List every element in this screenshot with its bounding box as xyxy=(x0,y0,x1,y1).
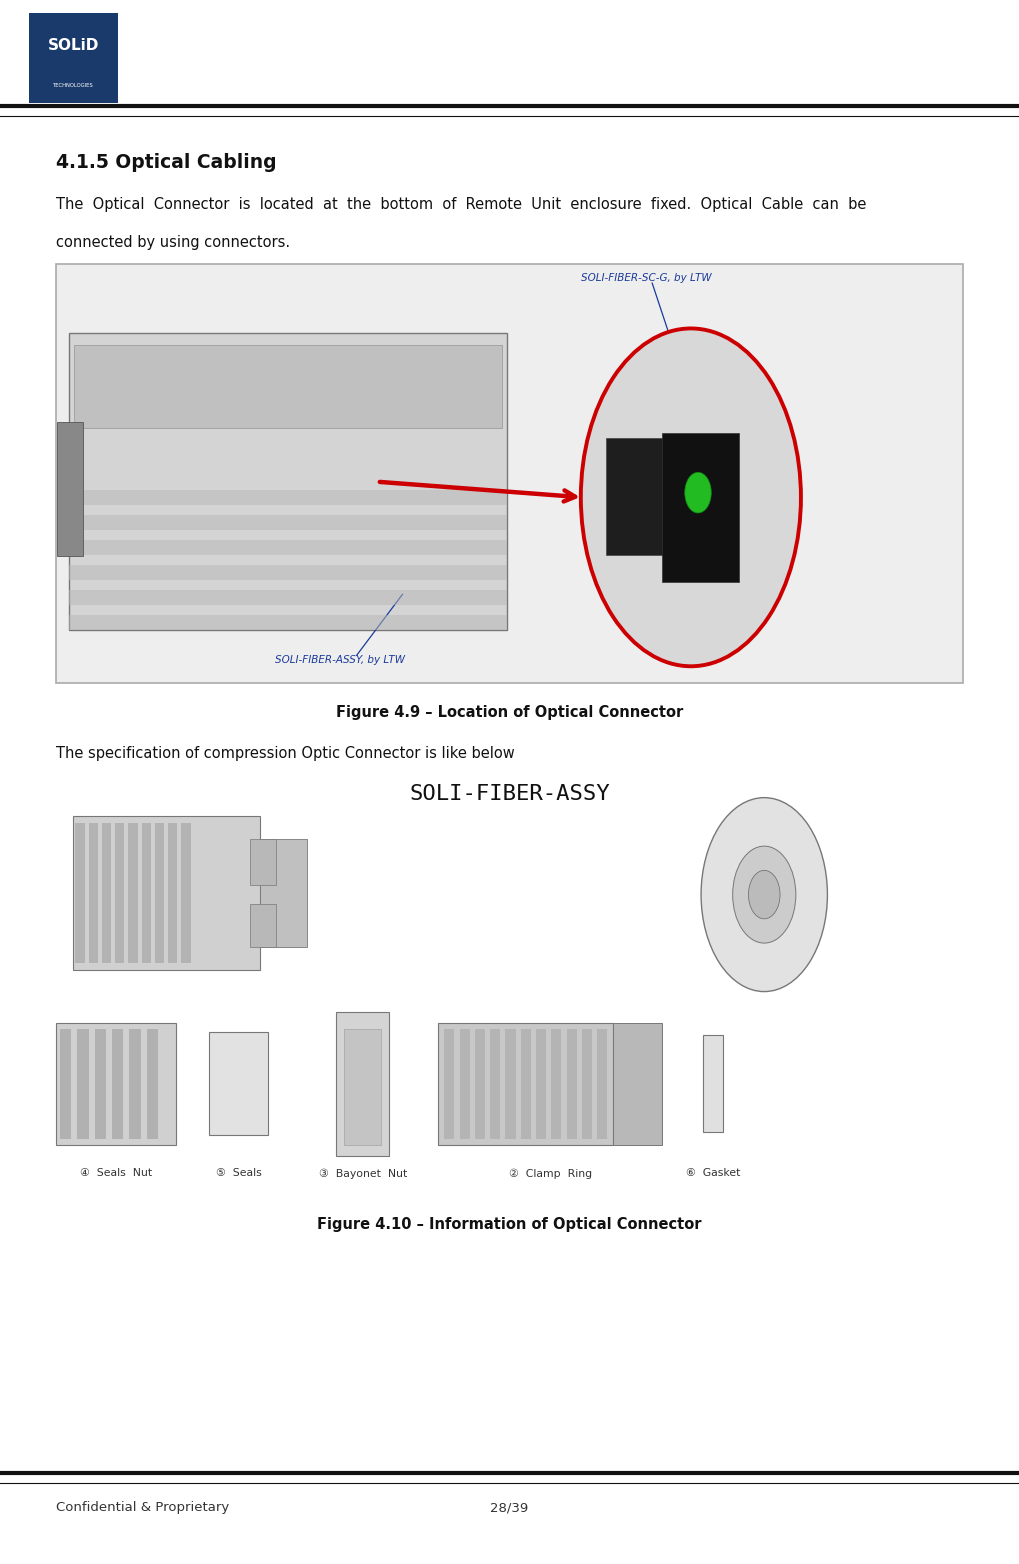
Bar xyxy=(250,840,276,885)
Bar xyxy=(168,823,177,963)
Bar xyxy=(69,490,507,505)
Bar xyxy=(77,1029,89,1139)
Bar xyxy=(75,823,85,963)
Bar xyxy=(69,515,507,530)
Bar xyxy=(521,1029,531,1139)
Bar xyxy=(95,1029,106,1139)
Bar xyxy=(29,13,118,103)
Bar xyxy=(536,1029,546,1139)
Text: 28/39: 28/39 xyxy=(490,1501,529,1514)
Bar xyxy=(551,1029,561,1139)
Bar xyxy=(129,1029,141,1139)
Bar xyxy=(69,615,507,630)
Bar xyxy=(662,433,739,582)
Bar xyxy=(60,1029,71,1139)
Bar xyxy=(490,1029,500,1139)
Bar xyxy=(128,823,138,963)
Bar xyxy=(89,823,98,963)
Text: connected by using connectors.: connected by using connectors. xyxy=(56,235,290,250)
Text: SOLI-FIBER-ASSY, by LTW: SOLI-FIBER-ASSY, by LTW xyxy=(275,655,406,665)
Bar xyxy=(613,1023,662,1145)
Bar xyxy=(250,904,276,946)
Bar xyxy=(155,823,164,963)
Bar xyxy=(74,346,502,429)
Text: Figure 4.9 – Location of Optical Connector: Figure 4.9 – Location of Optical Connect… xyxy=(336,705,683,721)
Text: Figure 4.10 – Information of Optical Connector: Figure 4.10 – Information of Optical Con… xyxy=(317,1217,702,1232)
Bar xyxy=(56,264,963,683)
Bar xyxy=(69,333,507,630)
Bar xyxy=(438,1023,613,1145)
Bar xyxy=(73,816,261,970)
Bar xyxy=(181,823,191,963)
Text: SOLI-FIBER-SC-G, by LTW: SOLI-FIBER-SC-G, by LTW xyxy=(581,274,711,283)
Circle shape xyxy=(581,328,801,666)
Text: ⑤  Seals: ⑤ Seals xyxy=(216,1168,261,1178)
Bar xyxy=(69,590,507,605)
Bar xyxy=(57,422,83,557)
Text: ⑥  Gasket: ⑥ Gasket xyxy=(686,1168,741,1178)
Text: TECHNOLOGIES: TECHNOLOGIES xyxy=(53,83,94,88)
Circle shape xyxy=(733,846,796,943)
Text: ③  Bayonet  Nut: ③ Bayonet Nut xyxy=(319,1168,407,1179)
Bar xyxy=(475,1029,485,1139)
Bar xyxy=(703,1035,723,1132)
Bar xyxy=(582,1029,592,1139)
Circle shape xyxy=(701,798,827,992)
Bar xyxy=(567,1029,577,1139)
Bar xyxy=(115,823,124,963)
Bar xyxy=(336,1012,389,1156)
Circle shape xyxy=(748,870,781,918)
Bar xyxy=(460,1029,470,1139)
Bar xyxy=(147,1029,158,1139)
Bar xyxy=(505,1029,516,1139)
Text: ④  Seals  Nut: ④ Seals Nut xyxy=(81,1168,152,1178)
Text: The  Optical  Connector  is  located  at  the  bottom  of  Remote  Unit  enclosu: The Optical Connector is located at the … xyxy=(56,197,866,213)
Bar xyxy=(69,565,507,580)
Bar xyxy=(69,540,507,555)
Bar xyxy=(344,1029,381,1145)
Bar xyxy=(112,1029,123,1139)
Bar xyxy=(102,823,111,963)
Bar xyxy=(444,1029,454,1139)
Text: SOLI-FIBER-ASSY: SOLI-FIBER-ASSY xyxy=(410,784,609,804)
Bar xyxy=(597,1029,607,1139)
Bar xyxy=(56,1023,176,1145)
Text: ②  Clamp  Ring: ② Clamp Ring xyxy=(508,1168,592,1179)
Text: 4.1.5 Optical Cabling: 4.1.5 Optical Cabling xyxy=(56,153,277,172)
Text: The specification of compression Optic Connector is like below: The specification of compression Optic C… xyxy=(56,746,515,762)
Bar xyxy=(142,823,151,963)
Bar xyxy=(261,840,307,946)
Bar xyxy=(209,1032,268,1135)
Text: Confidential & Proprietary: Confidential & Proprietary xyxy=(56,1501,229,1514)
Text: SOLiD: SOLiD xyxy=(48,38,99,53)
Bar xyxy=(606,438,693,555)
Circle shape xyxy=(685,472,711,513)
